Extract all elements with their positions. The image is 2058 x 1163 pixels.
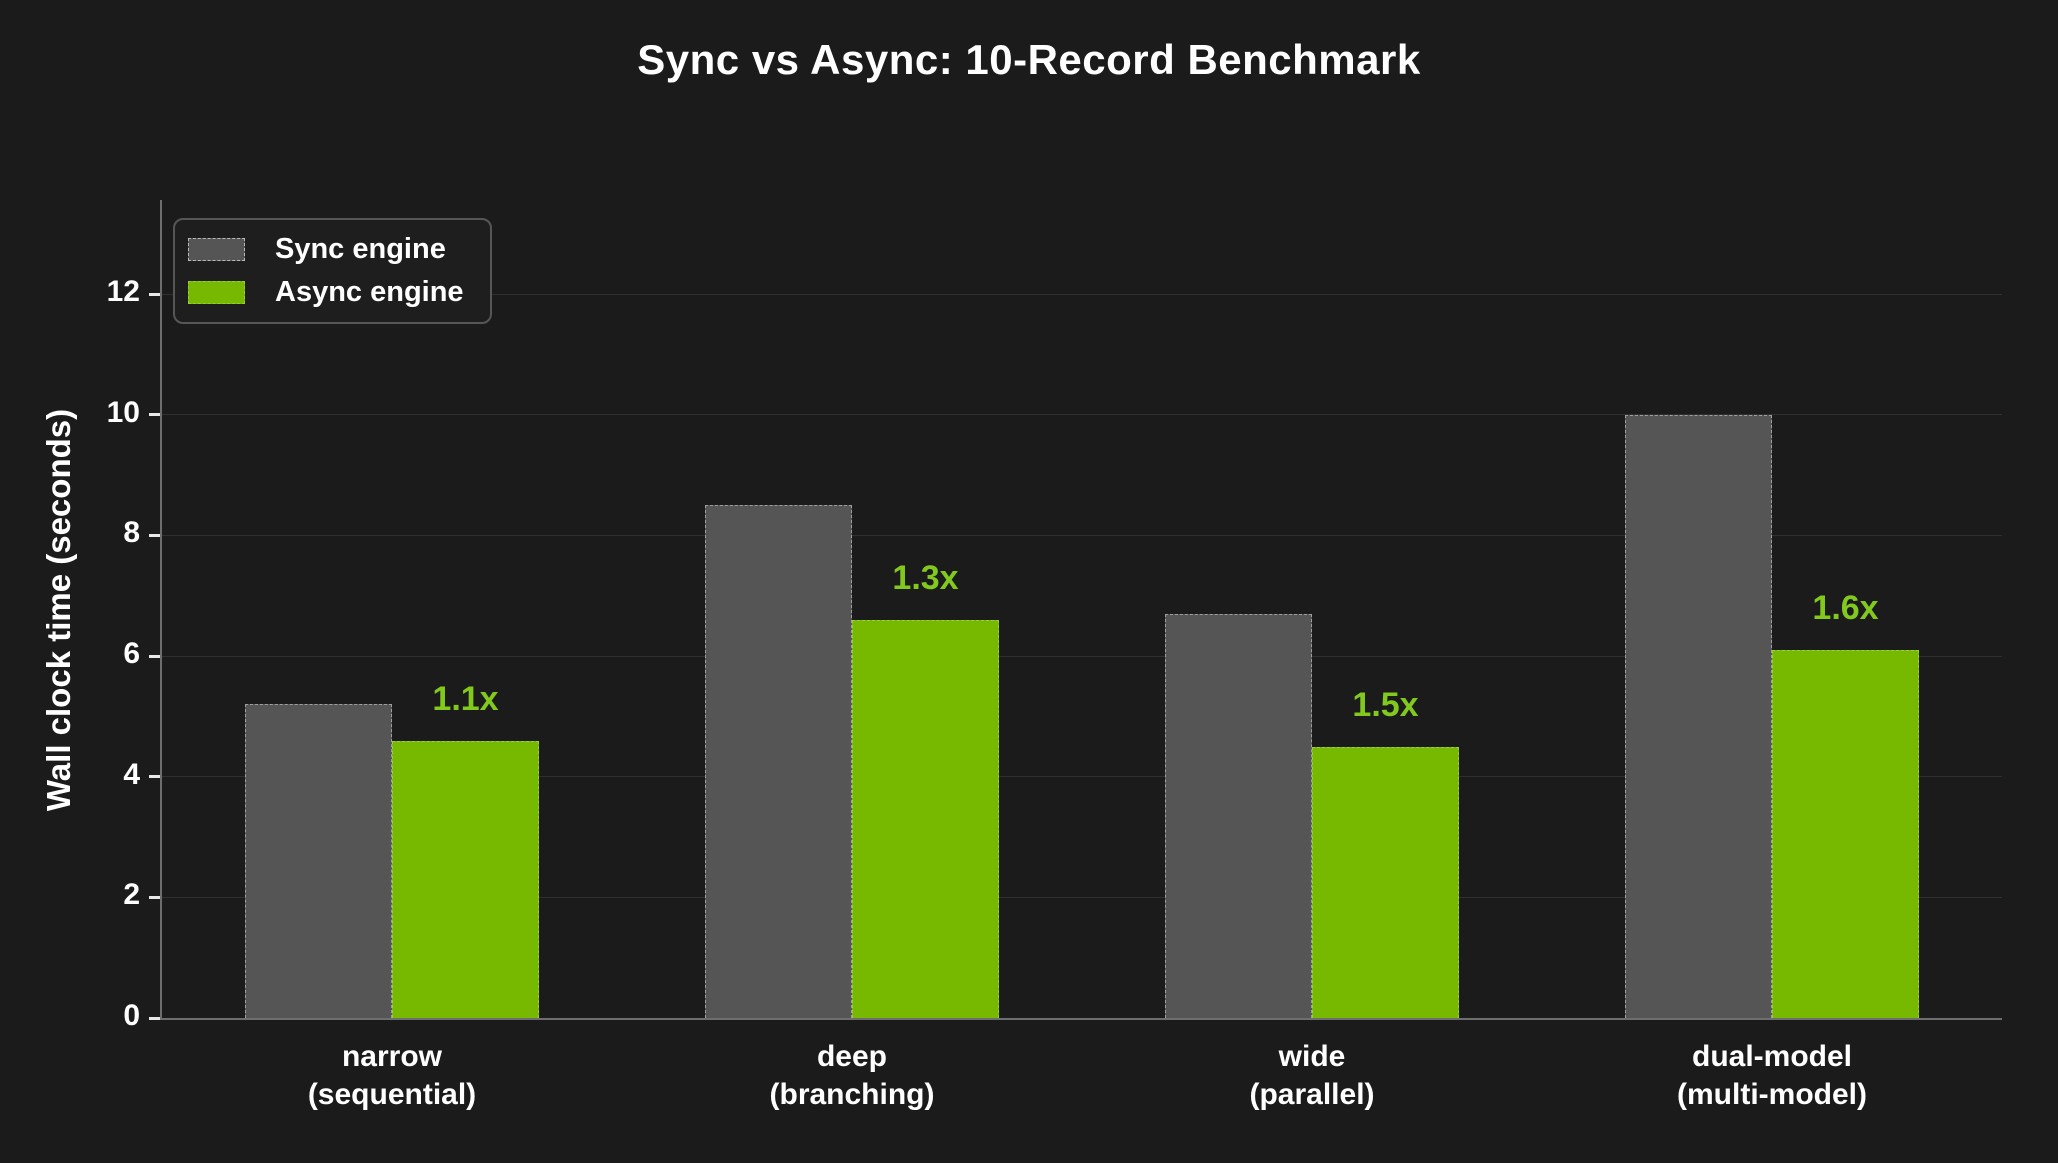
chart-title: Sync vs Async: 10-Record Benchmark bbox=[637, 36, 1421, 83]
legend-label-async: Async engine bbox=[275, 276, 464, 308]
y-axis-title-text: Wall clock time (seconds) bbox=[40, 408, 77, 812]
y-tick-label: 6 bbox=[123, 637, 140, 671]
gridline bbox=[162, 896, 2002, 898]
y-tick-label: 8 bbox=[123, 516, 140, 550]
y-tick-mark bbox=[149, 1016, 160, 1020]
gridline bbox=[162, 655, 2002, 657]
y-tick-label: 0 bbox=[123, 999, 140, 1032]
plot-area: 0 2 4 6 8 10 12 1.1x narrow (sequential) 1.3x deep (… bbox=[107, 200, 2002, 1111]
x-tick-label-line2: (multi-model) bbox=[1677, 1078, 1867, 1111]
y-tick-mark bbox=[149, 533, 160, 537]
y-tick-mark bbox=[149, 775, 160, 779]
x-tick-label-line1: dual-model bbox=[1691, 1040, 1853, 1073]
y-tick-mark bbox=[149, 413, 160, 417]
x-tick-label: dual-model (multi-model) bbox=[1677, 1038, 1867, 1114]
async-bar bbox=[1772, 650, 1919, 1018]
legend: Sync engine Async engine bbox=[173, 218, 492, 324]
y-tick-label: 2 bbox=[123, 878, 140, 912]
y-tick-mark bbox=[149, 895, 160, 899]
x-tick-label-line1: deep bbox=[816, 1040, 888, 1073]
gridline bbox=[162, 776, 2002, 778]
x-tick-label-line2: (branching) bbox=[769, 1078, 935, 1111]
async-swatch-icon bbox=[188, 281, 245, 304]
speedup-label: 1.5x bbox=[1352, 685, 1419, 724]
y-tick-mark bbox=[149, 654, 160, 658]
async-bar bbox=[852, 619, 999, 1018]
y-tick-label: 10 bbox=[106, 395, 140, 429]
sync-swatch-icon bbox=[188, 238, 245, 261]
y-tick-mark bbox=[149, 292, 160, 296]
x-tick-label-line2: (sequential) bbox=[307, 1078, 477, 1111]
legend-row-sync: Sync engine bbox=[188, 233, 464, 266]
x-tick-label-line1: narrow bbox=[341, 1040, 443, 1073]
sync-bar bbox=[1165, 613, 1312, 1018]
async-bar bbox=[1312, 746, 1459, 1018]
sync-bar bbox=[705, 505, 852, 1018]
speedup-label: 1.3x bbox=[892, 558, 959, 597]
y-tick-label: 4 bbox=[123, 757, 140, 791]
x-tick-label-line2: (parallel) bbox=[1249, 1078, 1375, 1111]
speedup-label: 1.1x bbox=[432, 679, 499, 718]
speedup-label: 1.6x bbox=[1812, 589, 1879, 628]
gridline bbox=[162, 534, 2002, 536]
x-tick-label: deep (branching) bbox=[770, 1038, 935, 1114]
gridline bbox=[162, 293, 2002, 295]
x-tick-label: narrow (sequential) bbox=[308, 1038, 476, 1114]
sync-bar bbox=[1625, 414, 1772, 1018]
x-tick-label: wide (parallel) bbox=[1249, 1038, 1374, 1114]
legend-row-async: Async engine bbox=[188, 276, 464, 309]
x-tick-label-line1: wide bbox=[1278, 1040, 1346, 1073]
sync-bar bbox=[245, 704, 392, 1018]
gridline bbox=[162, 414, 2002, 416]
async-bar bbox=[392, 740, 539, 1018]
legend-label-sync: Sync engine bbox=[275, 233, 446, 265]
y-tick-label: 12 bbox=[106, 275, 140, 309]
